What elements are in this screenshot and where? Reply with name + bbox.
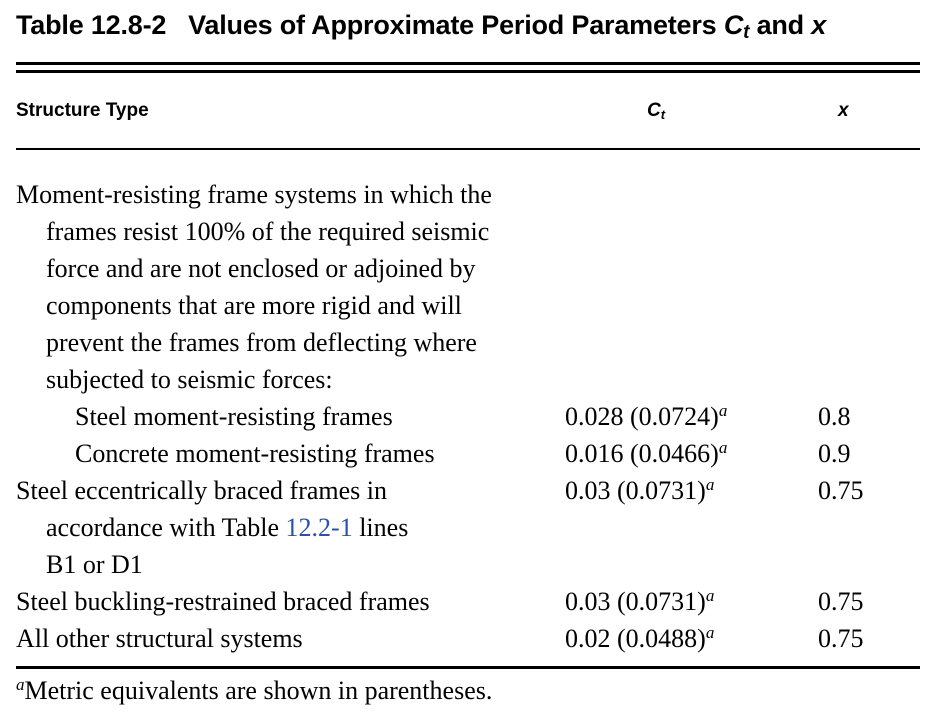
table-number: Table 12.8-2 — [16, 10, 167, 40]
table-row: Steel moment-resisting frames 0.028 (0.0… — [0, 398, 938, 435]
top-double-rule-lower — [16, 70, 920, 73]
cell-line: Moment-resisting frame systems in which … — [16, 180, 492, 209]
ct-value-cell: 0.02 (0.0488)a — [565, 623, 715, 653]
footnote-marker: a — [705, 475, 715, 494]
top-double-rule-upper — [16, 62, 920, 65]
table-row: Steel buckling-restrained braced frames … — [0, 583, 938, 620]
ct-value-cell: 0.03 (0.0731)a — [565, 475, 715, 505]
cell-line: subjected to seismic forces: — [46, 365, 333, 394]
structure-type-cell: All other structural systems — [16, 620, 303, 657]
ct-value-cell: 0.03 (0.0731)a — [565, 586, 715, 616]
cell-line: Steel moment-resisting frames — [75, 402, 393, 431]
x-value-cell: 0.75 — [818, 587, 864, 616]
header-x: x — [838, 100, 849, 121]
header-rule — [16, 148, 920, 150]
ct-value-cell: 0.028 (0.0724)a — [565, 401, 728, 431]
header-ct-subscript: t — [660, 107, 666, 122]
structure-type-cell: Steel buckling-restrained braced frames — [16, 583, 430, 620]
cell-line: prevent the frames from deflecting where — [46, 328, 477, 357]
ct-value-cell: 0.016 (0.0466)a — [565, 438, 728, 468]
cell-line: accordance with Table 12.2-1 lines — [46, 513, 409, 542]
table-reference-link[interactable]: 12.2-1 — [285, 513, 353, 542]
cell-line: force and are not enclosed or adjoined b… — [46, 254, 476, 283]
x-value-cell: 0.8 — [818, 402, 851, 431]
footnote-marker: a — [16, 675, 25, 694]
x-value-cell: 0.75 — [818, 624, 864, 653]
structure-type-cell: Steel eccentrically braced frames in acc… — [16, 472, 408, 583]
table-row: All other structural systems 0.02 (0.048… — [0, 620, 938, 657]
footnote-marker: a — [718, 438, 728, 457]
footnote-marker: a — [705, 586, 715, 605]
table-row: Steel eccentrically braced frames in acc… — [0, 472, 938, 583]
cell-line: Steel eccentrically braced frames in — [16, 476, 388, 505]
table-title-text: Values of Approximate Period Parameters — [188, 10, 717, 40]
title-ct-subscript: t — [743, 22, 750, 43]
header-ct: Ct — [647, 100, 666, 122]
footnote-marker: a — [718, 401, 728, 420]
cell-line: frames resist 100% of the required seism… — [46, 217, 490, 246]
title-and: and — [756, 10, 805, 40]
table-body: Moment-resisting frame systems in which … — [0, 176, 938, 657]
cell-line: Steel buckling-restrained braced frames — [16, 587, 430, 616]
table-footnote: aMetric equivalents are shown in parenth… — [16, 676, 492, 706]
x-value-cell: 0.9 — [818, 439, 851, 468]
table-row: Moment-resisting frame systems in which … — [0, 176, 938, 398]
bottom-rule — [16, 666, 920, 669]
table-row: Concrete moment-resisting frames 0.016 (… — [0, 435, 938, 472]
cell-line: B1 or D1 — [46, 550, 143, 579]
structure-type-cell: Concrete moment-resisting frames — [16, 435, 435, 472]
footnote-text: Metric equivalents are shown in parenthe… — [24, 676, 493, 705]
table-title: Table 12.8-2 Values of Approximate Perio… — [16, 10, 827, 43]
title-ct-symbol: Ct — [723, 10, 750, 43]
title-x-symbol: x — [811, 10, 827, 40]
structure-type-cell: Moment-resisting frame systems in which … — [16, 176, 492, 398]
cell-line: All other structural systems — [16, 624, 303, 653]
header-structure-type: Structure Type — [16, 100, 149, 121]
cell-line: Concrete moment-resisting frames — [75, 439, 435, 468]
x-value-cell: 0.75 — [818, 476, 864, 505]
footnote-marker: a — [705, 623, 715, 642]
cell-line: components that are more rigid and will — [46, 291, 462, 320]
structure-type-cell: Steel moment-resisting frames — [16, 398, 393, 435]
